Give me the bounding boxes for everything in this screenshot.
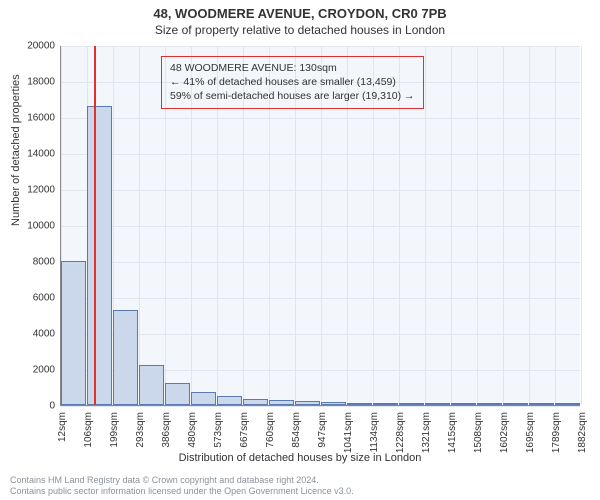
histogram-bar [217, 396, 242, 405]
histogram-bar [399, 403, 424, 405]
y-tick-label: 14000 [17, 149, 55, 160]
x-tick-label: 1415sqm [447, 412, 458, 453]
histogram-bar [269, 400, 294, 405]
histogram-bar [529, 403, 554, 405]
y-tick-label: 18000 [17, 77, 55, 88]
gridline-v [451, 46, 452, 405]
gridline-v [529, 46, 530, 405]
x-tick-label: 667sqm [239, 412, 250, 448]
histogram-bar [87, 106, 112, 405]
histogram-bar [555, 403, 580, 405]
histogram-bar [425, 403, 450, 405]
histogram-bar [477, 403, 502, 405]
x-tick-label: 1602sqm [499, 412, 510, 453]
x-tick-label: 1508sqm [473, 412, 484, 453]
y-tick-label: 10000 [17, 221, 55, 232]
histogram-bar [165, 383, 190, 405]
gridline-v [477, 46, 478, 405]
gridline-v [503, 46, 504, 405]
x-tick-label: 480sqm [187, 412, 198, 448]
x-tick-label: 1321sqm [421, 412, 432, 453]
x-tick-label: 1695sqm [525, 412, 536, 453]
y-tick-label: 6000 [17, 293, 55, 304]
histogram-bar [243, 399, 268, 405]
x-tick-label: 1789sqm [551, 412, 562, 453]
y-axis-label: Number of detached properties [10, 74, 22, 226]
histogram-bar [321, 402, 346, 405]
histogram-bar [139, 365, 164, 405]
histogram-bar [113, 310, 138, 405]
histogram-bar [61, 261, 86, 405]
x-axis-label: Distribution of detached houses by size … [0, 452, 600, 464]
license-line-2: Contains public sector information licen… [10, 486, 590, 497]
y-tick-label: 20000 [17, 41, 55, 52]
gridline-v [425, 46, 426, 405]
histogram-bar [191, 392, 216, 405]
histogram-bar [347, 403, 372, 405]
page-subtitle: Size of property relative to detached ho… [0, 21, 600, 41]
annotation-line: ← 41% of detached houses are smaller (13… [170, 75, 415, 89]
x-tick-label: 1228sqm [395, 412, 406, 453]
x-tick-label: 106sqm [83, 412, 94, 448]
page-title: 48, WOODMERE AVENUE, CROYDON, CR0 7PB [0, 0, 600, 21]
annotation-box: 48 WOODMERE AVENUE: 130sqm← 41% of detac… [161, 56, 424, 109]
x-tick-label: 293sqm [135, 412, 146, 448]
x-tick-label: 1882sqm [577, 412, 588, 453]
x-tick-label: 1134sqm [369, 412, 380, 452]
x-tick-label: 573sqm [213, 412, 224, 448]
x-tick-label: 12sqm [57, 412, 68, 442]
x-tick-label: 760sqm [265, 412, 276, 448]
x-tick-label: 199sqm [109, 412, 120, 448]
annotation-line: 48 WOODMERE AVENUE: 130sqm [170, 61, 415, 75]
histogram-bar [373, 403, 398, 405]
y-tick-label: 2000 [17, 365, 55, 376]
y-tick-label: 12000 [17, 185, 55, 196]
gridline-h [61, 406, 580, 407]
license-line-1: Contains HM Land Registry data © Crown c… [10, 475, 590, 486]
plot-area: 0200040006000800010000120001400016000180… [60, 46, 580, 406]
histogram-bar [451, 403, 476, 405]
chart: 0200040006000800010000120001400016000180… [60, 46, 580, 406]
y-tick-label: 4000 [17, 329, 55, 340]
gridline-v [581, 46, 582, 405]
x-tick-label: 947sqm [317, 412, 328, 448]
x-tick-label: 854sqm [291, 412, 302, 448]
property-marker-line [94, 46, 96, 405]
annotation-line: 59% of semi-detached houses are larger (… [170, 89, 415, 103]
license-text: Contains HM Land Registry data © Crown c… [10, 475, 590, 498]
y-tick-label: 16000 [17, 113, 55, 124]
y-tick-label: 8000 [17, 257, 55, 268]
x-tick-label: 386sqm [161, 412, 172, 448]
histogram-bar [295, 401, 320, 405]
gridline-v [555, 46, 556, 405]
x-tick-label: 1041sqm [343, 412, 354, 453]
gridline-v [139, 46, 140, 405]
y-tick-label: 0 [17, 401, 55, 412]
histogram-bar [503, 403, 528, 405]
